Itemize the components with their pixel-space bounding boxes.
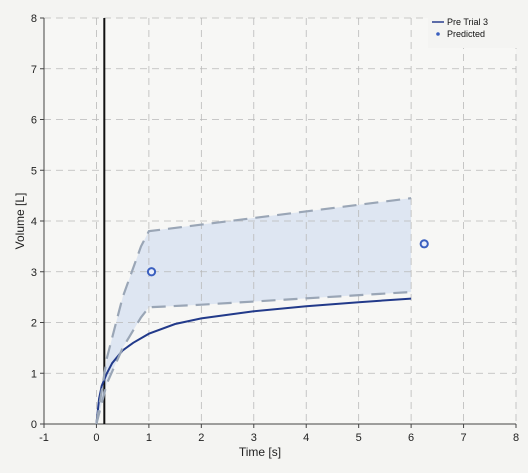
x-tick-label: -1 (39, 432, 49, 444)
axis-layer (40, 17, 517, 428)
legend-box (428, 12, 528, 48)
legend-label-pre-trial: Pre Trial 3 (447, 17, 488, 27)
y-tick-label: 1 (31, 368, 37, 380)
x-tick-label: 6 (408, 432, 414, 444)
y-tick-label: 4 (31, 216, 37, 228)
y-tick-label: 3 (31, 267, 37, 279)
legend-swatch-point (436, 32, 440, 36)
x-tick-label: 0 (93, 432, 99, 444)
series-layer (95, 197, 429, 425)
legend: Pre Trial 3 Predicted (428, 12, 528, 48)
limit-line-dashed (95, 197, 412, 425)
x-tick-label: 7 (460, 432, 466, 444)
limit-line-dashed (95, 290, 412, 425)
predicted-point (146, 267, 157, 277)
confidence-band-layer (96, 198, 412, 424)
x-tick-label: 1 (146, 432, 152, 444)
y-tick-label: 8 (31, 13, 37, 25)
pre-trial-line (95, 297, 412, 425)
y-axis-label: Volume [L] (13, 193, 27, 250)
y-tick-label: 0 (31, 419, 37, 431)
legend-label-predicted: Predicted (447, 29, 485, 39)
x-axis-label: Time [s] (239, 445, 281, 459)
x-tick-label: 8 (513, 432, 519, 444)
y-tick-label: 6 (31, 115, 37, 127)
confidence-band (96, 198, 412, 424)
x-tick-label: 3 (251, 432, 257, 444)
y-tick-label: 5 (31, 165, 37, 177)
y-tick-label: 2 (31, 318, 37, 330)
x-tick-label: 4 (303, 432, 309, 444)
y-tick-label: 7 (31, 64, 37, 76)
predicted-point (419, 239, 429, 249)
x-tick-label: 2 (198, 432, 204, 444)
x-tick-label: 5 (356, 432, 362, 444)
